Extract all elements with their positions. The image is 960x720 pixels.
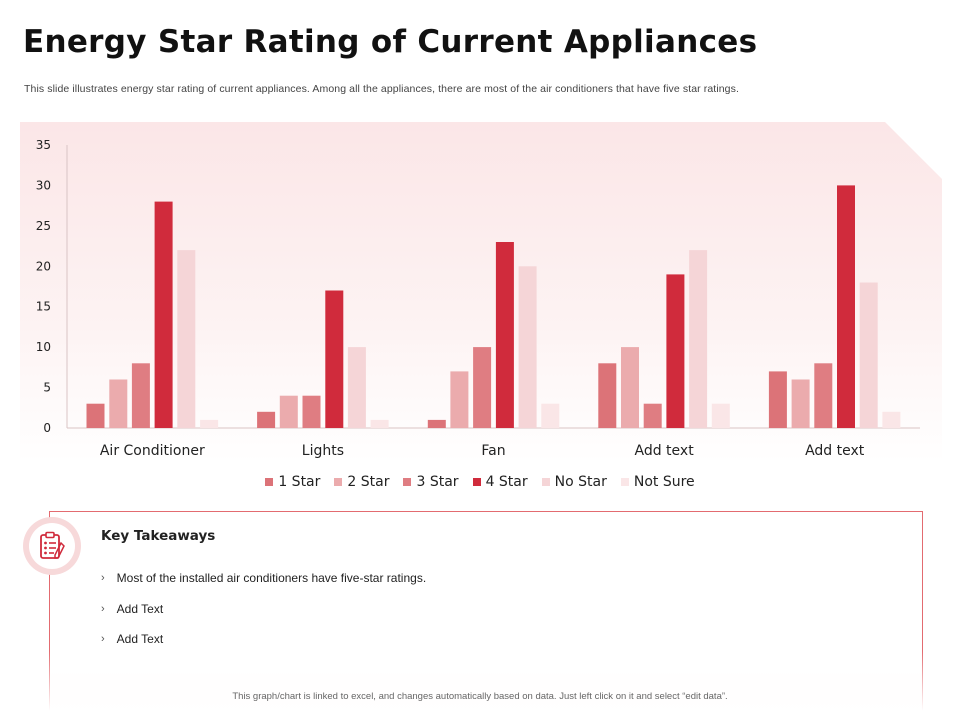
bar-4-star[interactable] [837,185,855,428]
legend-item: 2 Star [334,472,389,492]
bar-4-star[interactable] [666,274,685,428]
clipboard-checklist-icon [40,531,65,559]
legend-swatch [541,478,550,486]
footer-note: This graph/chart is linked to excel, and… [232,691,728,702]
y-tick-label: 35 [36,138,51,152]
legend-swatch [265,478,274,486]
legend-swatch [334,478,343,486]
x-category-label: Lights [302,443,344,459]
bar-3-star[interactable] [473,347,492,428]
chart-legend: 1 Star 2 Star 3 Star 4 Star No Star Not Sure [0,472,960,492]
x-category-label: Add text [635,443,695,459]
bar-not-sure[interactable] [370,419,389,428]
bar-1-star[interactable] [427,419,446,428]
bar-4-star[interactable] [495,242,514,428]
bar-not-sure[interactable] [200,419,219,428]
legend-label: Not Sure [633,474,695,490]
y-tick-label: 25 [36,219,51,233]
y-tick-label: 30 [36,178,51,192]
legend-label: 3 Star [416,474,459,490]
bar-2-star[interactable] [791,379,810,429]
takeaways-icon-badge [23,517,81,575]
chevron-right-icon: › [101,603,105,615]
legend-label: 1 Star [278,474,321,490]
takeaway-bullet: › Most of the installed air conditioners… [101,571,426,585]
legend-label: No Star [554,474,607,490]
legend-item: 4 Star [472,472,528,492]
bar-1-star[interactable] [598,363,617,428]
legend-item: 1 Star [265,472,320,492]
bar-no-star[interactable] [859,282,878,429]
bar-no-star[interactable] [347,347,366,428]
page-title: Energy Star Rating of Current Appliances [23,24,758,60]
legend-label: 2 Star [347,474,390,490]
bar-3-star[interactable] [814,363,833,428]
takeaways-title: Key Takeaways [101,528,216,544]
legend-swatch [620,478,629,486]
legend-swatch [403,478,412,486]
takeaway-text: Most of the installed air conditioners h… [116,571,427,585]
bar-1-star[interactable] [86,403,105,428]
y-tick-label: 0 [43,421,51,435]
y-tick-label: 15 [36,300,51,314]
bar-3-star[interactable] [302,395,321,428]
chevron-right-icon: › [101,572,105,584]
bar-4-star[interactable] [325,290,344,429]
bar-1-star[interactable] [257,411,276,428]
page-subtitle: This slide illustrates energy star ratin… [24,83,739,95]
x-category-label: Fan [481,443,505,459]
bar-1-star[interactable] [768,371,787,428]
bar-4-star[interactable] [154,201,173,428]
bar-2-star[interactable] [621,347,639,428]
chevron-right-icon: › [101,633,105,645]
chart-panel: 0 5 10 15 20 25 30 35 Air Conditioner Lights Fan Ad… [20,122,942,462]
bar-no-star[interactable] [689,250,708,428]
bar-2-star[interactable] [109,379,128,429]
y-tick-label: 5 [43,381,51,395]
y-tick-label: 20 [36,259,51,273]
bar-not-sure[interactable] [882,411,901,428]
legend-swatch [472,478,481,486]
bar-2-star[interactable] [279,395,298,428]
y-tick-label: 10 [36,340,51,354]
bar-not-sure[interactable] [711,403,730,428]
legend-label: 4 Star [485,474,528,490]
x-category-label: Add text [805,443,865,459]
bar-no-star[interactable] [518,266,537,428]
bar-chart[interactable]: 0 5 10 15 20 25 30 35 Air Conditioner Lights Fan Ad… [20,122,942,462]
legend-item: 3 Star [403,472,459,492]
bar-3-star[interactable] [643,403,662,428]
takeaway-text: Add Text [116,602,164,616]
x-category-label: Air Conditioner [100,443,205,459]
bar-2-star[interactable] [450,371,469,428]
takeaway-bullet: › Add Text [101,632,163,646]
bar-no-star[interactable] [177,250,196,428]
bar-3-star[interactable] [131,363,150,428]
takeaway-text: Add Text [116,632,164,646]
key-takeaways-panel [48,511,924,711]
legend-item: Not Sure [620,472,695,492]
takeaway-bullet: › Add Text [101,602,163,616]
bar-not-sure[interactable] [541,403,560,428]
legend-item: No Star [541,472,607,492]
